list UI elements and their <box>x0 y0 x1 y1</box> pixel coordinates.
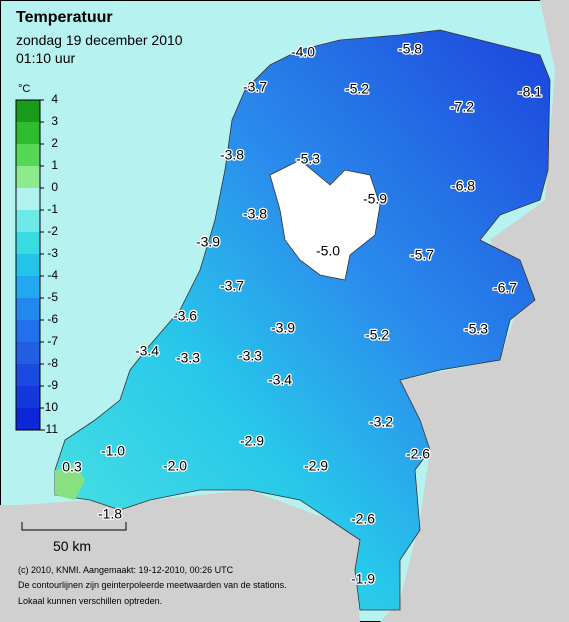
legend-cell <box>16 342 40 364</box>
belgium <box>0 490 360 622</box>
station-value: -7.2 <box>450 99 474 115</box>
station-value: -5.8 <box>398 41 422 57</box>
title: Temperatuur <box>16 9 113 26</box>
legend-cell <box>16 166 40 188</box>
warm-area <box>55 465 85 500</box>
legend-label: -3 <box>47 246 58 260</box>
station-value: -5.2 <box>365 327 389 343</box>
legend-cell <box>16 276 40 298</box>
station-value: -1.0 <box>101 443 125 459</box>
date: zondag 19 december 2010 <box>16 32 183 48</box>
station-value: -3.9 <box>271 320 295 336</box>
station-value: -3.3 <box>238 348 262 364</box>
station-value: -3.8 <box>243 206 267 222</box>
station-value: -3.6 <box>173 308 197 324</box>
station-value: -3.9 <box>196 234 220 250</box>
station-value: -1.8 <box>98 506 122 522</box>
stations: -4.0 -5.8 -3.7 -5.2 -7.2 -8.1 -3.8 -5.3 -5.9 -6.8… <box>61 39 544 588</box>
netherlands <box>54 29 551 611</box>
station-value: -5.0 <box>316 243 340 259</box>
station-value: -5.2 <box>345 81 369 97</box>
station-value: -2.6 <box>351 511 375 527</box>
germany <box>380 0 569 622</box>
station-value: 0.3 <box>62 459 82 475</box>
legend-label: 1 <box>51 158 58 172</box>
legend-label: -1 <box>47 202 58 216</box>
station-value: -5.9 <box>363 191 387 207</box>
station-value: -5.7 <box>410 247 434 263</box>
station-value: -3.4 <box>135 343 159 359</box>
legend-cell <box>16 320 40 342</box>
unit: °C <box>18 83 30 95</box>
legend-label: 4 <box>51 92 58 106</box>
station-value: -3.4 <box>268 372 292 388</box>
legend-label: -9 <box>47 378 58 392</box>
station-value: -3.3 <box>176 350 200 366</box>
station-value: -6.8 <box>451 178 475 194</box>
legend: 4 3 2 1 0 -1 -2 -3 -4 -5 -6 -7 -8 -9 -10 -11 <box>15 92 59 436</box>
legend-frame <box>15 99 41 431</box>
legend-cell <box>16 188 40 210</box>
legend-cell <box>16 122 40 144</box>
legend-cell <box>16 408 40 430</box>
legend-label: 0 <box>51 180 58 194</box>
legend-label: -11 <box>42 422 59 436</box>
station-value: -5.3 <box>464 321 488 337</box>
legend-cell <box>16 298 40 320</box>
legend-label: -6 <box>47 312 58 326</box>
station-value: -3.7 <box>220 278 244 294</box>
legend-cell <box>16 210 40 232</box>
station-value: -8.1 <box>518 84 542 100</box>
scale-bar <box>21 522 127 531</box>
station-value: -2.9 <box>240 433 264 449</box>
legend-cell <box>16 254 40 276</box>
footer-line: Lokaal kunnen verschillen optreden. <box>18 596 162 606</box>
legend-cell <box>16 144 40 166</box>
scale-label: 50 km <box>53 538 91 554</box>
footer-line: (c) 2010, KNMI. Aangemaakt: 19-12-2010, … <box>18 565 234 575</box>
legend-label: 2 <box>51 136 58 150</box>
ijsselmeer <box>269 159 381 281</box>
station-value: -5.3 <box>296 151 320 167</box>
station-value: -2.9 <box>304 458 328 474</box>
station-value: -6.7 <box>493 280 517 296</box>
legend-cell <box>16 100 40 122</box>
legend-label: -4 <box>47 268 58 282</box>
station-value: -1.9 <box>351 571 375 587</box>
station-value: -3.7 <box>243 79 267 95</box>
legend-label: -5 <box>47 290 58 304</box>
legend-label: 3 <box>51 114 58 128</box>
legend-label: -2 <box>47 224 58 238</box>
station-value: -4.0 <box>291 44 315 60</box>
legend-label: -10 <box>41 400 59 414</box>
legend-cell <box>16 364 40 386</box>
footer-line: De contourlijnen zijn geinterpoleerde me… <box>18 580 287 590</box>
legend-label: -7 <box>47 334 58 348</box>
legend-label: -8 <box>47 356 58 370</box>
legend-cell <box>16 386 40 408</box>
station-value: -2.0 <box>163 458 187 474</box>
station-value: -3.2 <box>369 414 393 430</box>
station-value: -3.8 <box>220 147 244 163</box>
station-value: -2.6 <box>406 446 430 462</box>
time: 01:10 uur <box>16 50 75 66</box>
legend-cell <box>16 232 40 254</box>
